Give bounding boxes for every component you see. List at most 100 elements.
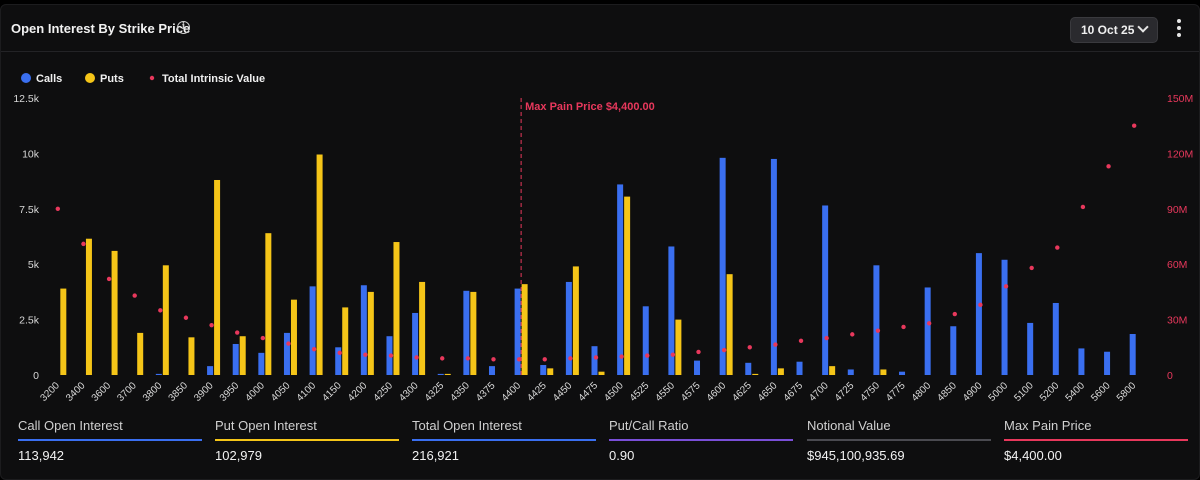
intrinsic-value-point bbox=[952, 311, 957, 317]
intrinsic-value-point bbox=[798, 338, 804, 344]
legend-item: Puts bbox=[85, 73, 124, 85]
calls-bar bbox=[617, 184, 624, 375]
x-tick-label: 4575 bbox=[679, 380, 703, 404]
calls-bar bbox=[924, 287, 931, 375]
calls-bar bbox=[1078, 348, 1085, 375]
calls-bar bbox=[232, 343, 239, 375]
chart-panel: Open Interest By Strike Price i 10 Oct 2… bbox=[0, 4, 1200, 480]
max-pain-label: Max Pain Price $4,400.00 bbox=[525, 101, 655, 113]
stat-value: $945,100,935.69 bbox=[807, 448, 905, 463]
puts-bar bbox=[419, 281, 426, 375]
x-tick-label: 4400 bbox=[500, 380, 524, 404]
puts-bar bbox=[162, 265, 169, 375]
stat-underline bbox=[412, 439, 596, 441]
stat-underline bbox=[1004, 439, 1188, 441]
intrinsic-value-point bbox=[491, 357, 496, 362]
stat-call-open-interest: Call Open Interest 113,942 bbox=[18, 418, 202, 463]
intrinsic-value-point bbox=[158, 308, 163, 313]
intrinsic-value-point bbox=[850, 332, 855, 337]
calls-bar bbox=[283, 332, 290, 375]
intrinsic-value-point bbox=[1003, 284, 1009, 289]
intrinsic-value-point bbox=[875, 328, 881, 333]
stat-value: 0.90 bbox=[609, 448, 635, 463]
intrinsic-value-point bbox=[696, 349, 701, 355]
intrinsic-value-point bbox=[132, 293, 137, 298]
puts-bar bbox=[367, 291, 374, 375]
calls-bar bbox=[873, 265, 880, 375]
intrinsic-value-point bbox=[183, 315, 189, 320]
stat-total-open-interest: Total Open Interest 216,921 bbox=[412, 418, 596, 463]
x-tick-label: 4650 bbox=[756, 380, 780, 404]
calls-bar bbox=[309, 286, 316, 375]
expiry-date-select[interactable]: 10 Oct 25 bbox=[1070, 17, 1158, 43]
intrinsic-value-point bbox=[286, 341, 291, 346]
puts-bar bbox=[316, 154, 323, 375]
x-tick-label: 4500 bbox=[602, 380, 626, 404]
puts-bar bbox=[137, 332, 144, 375]
calls-bar bbox=[719, 157, 726, 375]
calls-bar bbox=[745, 362, 752, 375]
calls-bar bbox=[1027, 322, 1034, 375]
stat-notional-value: Notional Value $945,100,935.69 bbox=[807, 418, 991, 463]
calls-bar bbox=[1052, 302, 1059, 375]
calls-bar bbox=[1129, 334, 1136, 375]
x-tick-label: 4800 bbox=[910, 380, 934, 404]
x-tick-label: 4350 bbox=[448, 380, 472, 404]
calls-bar bbox=[950, 326, 957, 375]
calls-bar bbox=[770, 158, 777, 375]
intrinsic-value-point bbox=[1131, 123, 1137, 128]
intrinsic-value-point bbox=[1029, 265, 1034, 271]
stat-label: Total Open Interest bbox=[412, 418, 522, 433]
stat-value: 102,979 bbox=[215, 448, 262, 463]
x-tick-label: 3950 bbox=[218, 380, 242, 404]
stat-put-call-ratio: Put/Call Ratio 0.90 bbox=[609, 418, 793, 463]
calls-bar bbox=[822, 205, 829, 375]
calls-bar bbox=[796, 361, 803, 375]
calls-bar bbox=[514, 288, 521, 375]
intrinsic-value-point bbox=[1055, 245, 1060, 250]
intrinsic-value-point bbox=[824, 335, 829, 341]
stat-underline bbox=[807, 439, 991, 441]
intrinsic-value-point bbox=[773, 342, 778, 347]
calls-bar bbox=[335, 347, 342, 375]
x-tick-label: 4425 bbox=[525, 380, 549, 404]
stat-label: Call Open Interest bbox=[18, 418, 123, 433]
y-right-tick-label: 120M bbox=[1167, 148, 1193, 160]
x-tick-label: 4725 bbox=[833, 380, 857, 404]
info-icon[interactable]: i bbox=[177, 21, 190, 34]
x-tick-label: 3600 bbox=[90, 380, 114, 404]
intrinsic-value-point bbox=[106, 276, 112, 282]
puts-bar bbox=[265, 233, 272, 375]
legend-item: Calls bbox=[21, 73, 62, 85]
x-tick-label: 4375 bbox=[474, 380, 498, 404]
panel-title: Open Interest By Strike Price bbox=[11, 21, 191, 36]
open-interest-chart: Calls Puts Total Intrinsic Value 0 2.5k 5k 7.5… bbox=[13, 73, 1193, 404]
calls-bar bbox=[668, 246, 675, 375]
x-tick-label: 3850 bbox=[167, 380, 191, 404]
intrinsic-value-point bbox=[337, 350, 342, 356]
y-right-tick-label: 150M bbox=[1167, 93, 1193, 105]
intrinsic-value-point bbox=[55, 206, 61, 211]
puts-bar bbox=[188, 337, 195, 375]
x-tick-label: 3700 bbox=[115, 380, 139, 404]
intrinsic-value-point bbox=[209, 322, 214, 328]
x-tick-label: 4675 bbox=[782, 380, 806, 404]
calls-bar bbox=[565, 281, 572, 375]
intrinsic-value-point bbox=[926, 321, 932, 326]
more-options-icon[interactable] bbox=[1175, 19, 1183, 39]
y-right-tick-label: 90M bbox=[1167, 204, 1187, 216]
stat-value: 113,942 bbox=[18, 448, 65, 463]
puts-bar bbox=[598, 371, 605, 375]
intrinsic-value-point bbox=[721, 347, 727, 353]
intrinsic-value-point bbox=[593, 355, 599, 360]
puts-bar bbox=[624, 196, 631, 375]
calls-bar bbox=[488, 366, 495, 375]
calls-bar bbox=[258, 352, 265, 375]
y-left-tick-label: 7.5k bbox=[19, 204, 40, 216]
intrinsic-value-point bbox=[363, 352, 368, 357]
puts-bar bbox=[239, 336, 246, 375]
calls-bar bbox=[155, 373, 162, 375]
x-tick-label: 4250 bbox=[372, 380, 396, 404]
x-tick-label: 4550 bbox=[653, 380, 677, 404]
intrinsic-value-point bbox=[670, 352, 676, 357]
